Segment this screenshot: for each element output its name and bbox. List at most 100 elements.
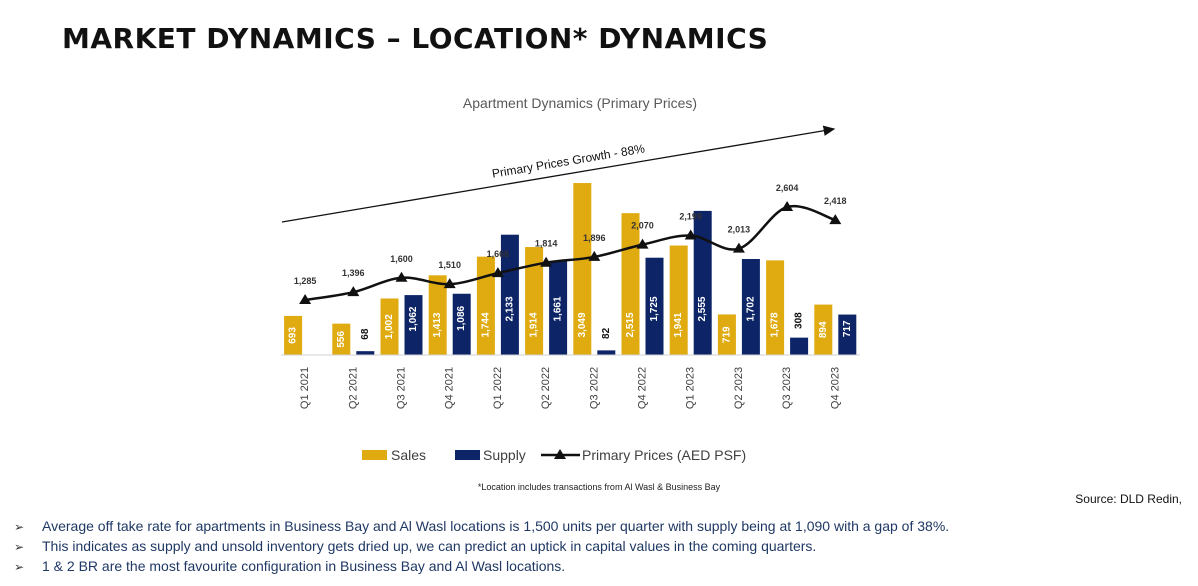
bar-label-supply: 1,062 xyxy=(408,306,419,331)
price-label: 1,666 xyxy=(487,249,510,259)
x-tick-label: Q2 2022 xyxy=(540,367,552,409)
price-marker xyxy=(299,294,312,304)
x-tick-label: Q4 2021 xyxy=(444,367,456,409)
bar-supply xyxy=(693,210,712,355)
bar-label-sales: 556 xyxy=(336,331,347,348)
bar-label-supply: 308 xyxy=(794,312,805,329)
price-marker xyxy=(347,286,360,297)
bar-label-supply: 1,086 xyxy=(456,305,467,330)
legend: Sales Supply Primary Prices (AED PSF) xyxy=(362,447,746,463)
price-marker xyxy=(540,256,553,267)
bar-supply xyxy=(500,234,519,355)
bar-label-supply: 82 xyxy=(601,327,612,339)
bullet-item: ➢ This indicates as supply and unsold inv… xyxy=(14,537,949,557)
legend-swatch-sales xyxy=(362,450,387,460)
bar-label-supply: 68 xyxy=(360,328,371,340)
growth-arrow xyxy=(281,125,836,223)
x-tick-label: Q3 2022 xyxy=(588,367,600,409)
legend-label-supply: Supply xyxy=(483,447,526,463)
labels-layer: 693 Q1 2021 556 68 Q2 2021 1,002 1,062 Q3 2021 1… xyxy=(288,183,853,409)
bar-label-supply: 2,555 xyxy=(697,296,708,321)
bar-label-supply: 1,702 xyxy=(745,296,756,321)
bar-label-sales: 1,941 xyxy=(673,312,684,337)
page-title: MARKET DYNAMICS – LOCATION* DYNAMICS xyxy=(62,22,769,55)
bullet-arrow-icon: ➢ xyxy=(14,540,25,554)
x-tick-label: Q4 2023 xyxy=(829,367,841,409)
bullet-text: Average off take rate for apartments in … xyxy=(42,518,950,534)
bullet-text: This indicates as supply and unsold inve… xyxy=(42,538,817,554)
bar-sales xyxy=(525,247,544,355)
price-label: 2,013 xyxy=(728,225,751,235)
growth-annotation: Primary Prices Growth - 88% xyxy=(491,141,646,180)
price-label: 1,600 xyxy=(390,254,413,264)
bar-label-sales: 1,002 xyxy=(384,314,395,339)
price-marker xyxy=(491,267,504,278)
bar-label-sales: 1,678 xyxy=(770,312,781,337)
price-marker xyxy=(781,201,794,211)
chart-title: Apartment Dynamics (Primary Prices) xyxy=(463,95,697,111)
bar-supply xyxy=(790,337,809,355)
bullet-arrow-icon: ➢ xyxy=(14,520,25,534)
bars-layer xyxy=(284,183,857,355)
x-tick-label: Q1 2022 xyxy=(492,367,504,409)
bullet-item: ➢ Average off take rate for apartments in… xyxy=(14,517,949,537)
x-tick-label: Q3 2023 xyxy=(781,367,793,409)
bar-sales xyxy=(428,275,447,355)
bar-label-sales: 894 xyxy=(818,321,829,338)
bar-sales xyxy=(573,183,592,355)
price-label: 1,896 xyxy=(583,233,606,243)
price-label: 1,285 xyxy=(294,276,317,286)
price-label: 2,070 xyxy=(631,221,654,231)
bar-label-supply: 1,725 xyxy=(649,296,660,321)
source-note: Source: DLD Redin, xyxy=(1075,492,1182,506)
legend-marker-price xyxy=(554,449,566,459)
bar-label-supply: 1,661 xyxy=(553,296,564,321)
x-tick-label: Q4 2022 xyxy=(637,367,649,409)
bar-sales xyxy=(717,314,736,355)
price-label: 1,396 xyxy=(342,268,365,278)
bar-label-sales: 1,914 xyxy=(529,312,540,337)
x-tick-label: Q1 2021 xyxy=(299,367,311,409)
bar-label-sales: 1,744 xyxy=(480,312,491,337)
chart: Apartment Dynamics (Primary Prices) Prim… xyxy=(281,95,860,463)
legend-swatch-supply xyxy=(455,450,480,460)
bar-supply xyxy=(549,261,568,355)
bar-supply xyxy=(404,295,423,355)
bar-label-sales: 3,049 xyxy=(577,312,588,337)
price-label: 2,418 xyxy=(824,196,847,206)
bar-sales xyxy=(380,298,399,355)
bar-sales xyxy=(476,256,495,355)
price-marker xyxy=(684,229,697,240)
bar-sales xyxy=(332,323,351,355)
legend-label-sales: Sales xyxy=(391,447,426,463)
bar-sales xyxy=(284,315,303,355)
bar-supply xyxy=(356,351,375,355)
bar-label-sales: 2,515 xyxy=(625,312,636,337)
bar-supply xyxy=(741,259,760,355)
price-label: 1,814 xyxy=(535,239,558,249)
bar-label-supply: 2,133 xyxy=(504,296,515,321)
price-label: 2,199 xyxy=(679,212,702,222)
bar-label-sales: 693 xyxy=(288,327,299,344)
footnote: *Location includes transactions from Al … xyxy=(477,482,721,492)
x-tick-label: Q2 2023 xyxy=(733,367,745,409)
price-marker xyxy=(395,271,408,282)
bullet-item: ➢ 1 & 2 BR are the most favourite configu… xyxy=(14,557,949,577)
bar-supply xyxy=(838,314,857,355)
bar-supply xyxy=(452,293,471,355)
bar-supply xyxy=(597,350,616,355)
bar-sales xyxy=(814,304,833,355)
bar-supply xyxy=(645,257,664,355)
price-label: 1,510 xyxy=(438,260,461,270)
line-layer xyxy=(299,201,842,304)
legend-label-price: Primary Prices (AED PSF) xyxy=(582,447,746,463)
bar-label-sales: 1,413 xyxy=(432,312,443,337)
bullet-list: ➢ Average off take rate for apartments in… xyxy=(14,517,949,577)
bullet-arrow-icon: ➢ xyxy=(14,560,25,574)
bullet-text: 1 & 2 BR are the most favourite configur… xyxy=(42,558,566,574)
x-tick-label: Q3 2021 xyxy=(396,367,408,409)
bar-label-sales: 719 xyxy=(721,326,732,343)
price-marker xyxy=(443,278,456,289)
price-marker xyxy=(588,250,601,261)
x-tick-label: Q2 2021 xyxy=(347,367,359,409)
